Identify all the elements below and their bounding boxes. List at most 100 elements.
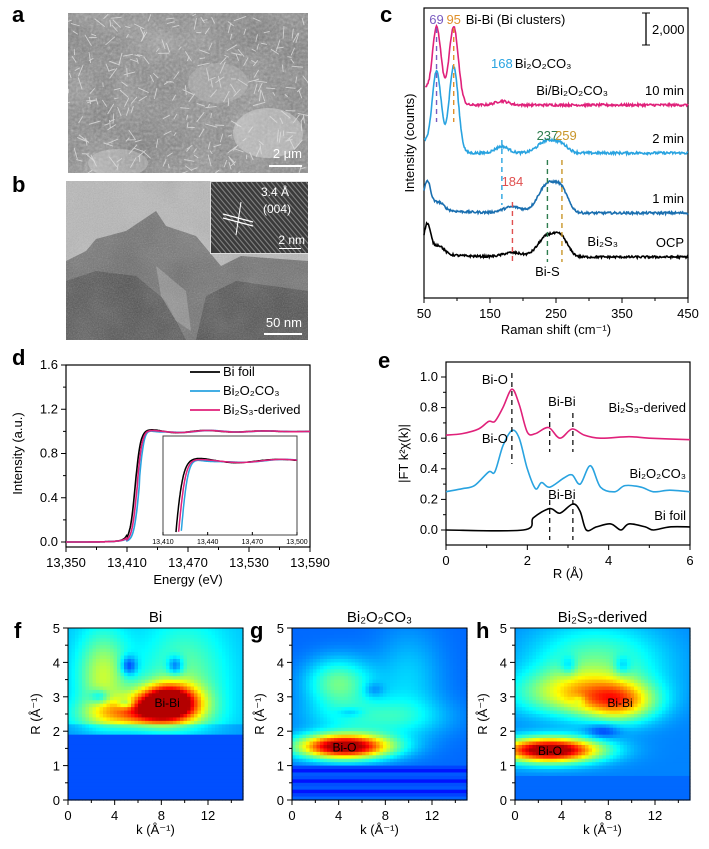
heatmap-cell — [299, 707, 304, 712]
nanoflake — [251, 59, 257, 64]
heatmap-cell — [302, 741, 307, 746]
heatmap-cell — [145, 665, 150, 670]
heatmap-cell — [407, 758, 412, 763]
heatmap-cell — [145, 796, 150, 801]
heatmap-cell — [362, 658, 367, 663]
heatmap-cell — [299, 679, 304, 684]
heatmap-cell — [400, 751, 405, 756]
heatmap-cell — [334, 741, 339, 746]
nanoflake — [302, 75, 308, 84]
heatmap-cell — [162, 731, 167, 736]
heatmap-cell — [197, 689, 202, 694]
heatmap-cell — [89, 689, 94, 694]
heatmap-cell — [232, 775, 237, 780]
heatmap-cell — [334, 641, 339, 646]
heatmap-cell — [103, 676, 108, 681]
peak-label: 237 — [537, 128, 559, 143]
heatmap-cell — [120, 710, 125, 715]
heatmap-cell — [110, 765, 115, 770]
heatmap-cell — [103, 748, 108, 753]
heatmap-cell — [313, 696, 318, 701]
heatmap-cell — [337, 714, 342, 719]
heatmap-cell — [113, 748, 118, 753]
heatmap-cell — [376, 772, 381, 777]
heatmap-cell — [183, 689, 188, 694]
heatmap-cell — [155, 793, 160, 798]
heatmap-cell — [197, 720, 202, 725]
heatmap-cell — [390, 782, 395, 787]
heatmap-cell — [411, 772, 416, 777]
heatmap-cell — [362, 683, 367, 688]
heatmap-cell — [173, 762, 178, 767]
heatmap-cell — [208, 710, 213, 715]
heatmap-cell — [155, 769, 160, 774]
panel-label-f: f — [14, 618, 22, 643]
nanoflake — [140, 31, 148, 42]
heatmap-cell — [299, 693, 304, 698]
heatmap-cell — [110, 689, 115, 694]
nanoflake — [125, 26, 131, 29]
heatmap-cell — [362, 645, 367, 650]
heatmap-cell — [393, 683, 398, 688]
heatmap-cell — [92, 769, 97, 774]
heatmap-cell — [124, 772, 129, 777]
heatmap-cell — [327, 696, 332, 701]
heatmap-cell — [99, 724, 104, 729]
heatmap-cell — [204, 741, 209, 746]
heatmap-cell — [292, 741, 297, 746]
heatmap-cell — [204, 658, 209, 663]
heatmap-cell — [194, 779, 199, 784]
heatmap-cell — [162, 662, 167, 667]
heatmap-cell — [320, 686, 325, 691]
heatmap-cell — [113, 648, 118, 653]
heatmap-cell — [372, 762, 377, 767]
heatmap-cell — [204, 782, 209, 787]
nanoflake — [153, 87, 158, 99]
nanoflake — [139, 27, 145, 37]
heatmap-cell — [239, 707, 244, 712]
heatmap-cell — [78, 693, 83, 698]
heatmap-cell — [176, 676, 181, 681]
heatmap-cell — [418, 689, 423, 694]
lattice-fringe — [211, 210, 247, 253]
heatmap-cell — [92, 638, 97, 643]
heatmap-cell — [379, 658, 384, 663]
heatmap-cell — [390, 628, 395, 633]
heatmap-cell — [306, 662, 311, 667]
heatmap-cell — [295, 755, 300, 760]
heatmap-cell — [302, 717, 307, 722]
heatmap-cell — [418, 696, 423, 701]
heatmap-cell — [428, 707, 433, 712]
heatmap-cell — [341, 628, 346, 633]
heatmap-cell — [376, 744, 381, 749]
heatmap-cell — [113, 679, 118, 684]
heatmap-cell — [89, 634, 94, 639]
heatmap-cell — [411, 662, 416, 667]
heatmap-cell — [68, 703, 73, 708]
heatmap-cell — [397, 779, 402, 784]
heatmap-cell — [173, 727, 178, 732]
heatmap-cell — [134, 645, 139, 650]
heatmap-cell — [309, 655, 314, 660]
heatmap-cell — [204, 676, 209, 681]
heatmap-cell — [404, 744, 409, 749]
heatmap-cell — [302, 662, 307, 667]
heatmap-cell — [306, 689, 311, 694]
heatmap-cell — [313, 693, 318, 698]
heatmap-cell — [166, 775, 171, 780]
heatmap-cell — [197, 786, 202, 791]
heatmap-cell — [295, 714, 300, 719]
heatmap-cell — [400, 689, 405, 694]
heatmap-cell — [127, 686, 132, 691]
heatmap-cell — [211, 762, 216, 767]
heatmap-cell — [400, 720, 405, 725]
heatmap-cell — [141, 652, 146, 657]
heatmap-cell — [411, 683, 416, 688]
heatmap-cell — [393, 631, 398, 636]
heatmap-cell — [348, 765, 353, 770]
heatmap-cell — [355, 779, 360, 784]
heatmap-cell — [106, 734, 111, 739]
heatmap-cell — [190, 765, 195, 770]
heatmap-cell — [201, 782, 206, 787]
heatmap-cell — [169, 628, 174, 633]
